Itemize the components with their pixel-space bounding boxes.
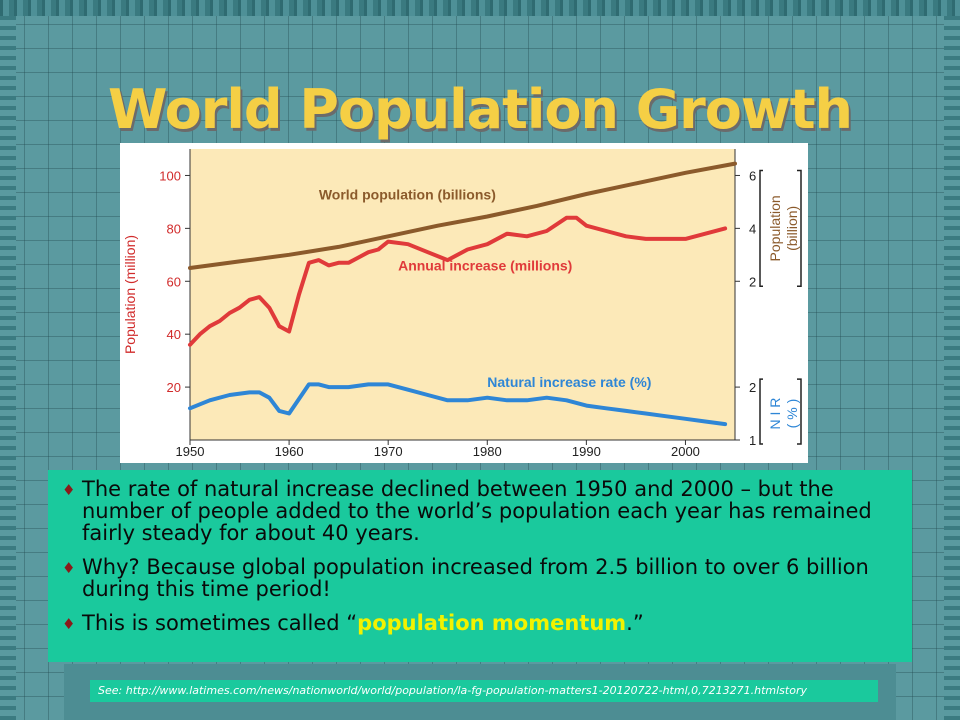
natural-increase-rate-line — [188, 382, 728, 427]
bullet-highlight: population momentum — [357, 611, 627, 635]
diamond-bullet-icon: ♦ — [62, 559, 76, 577]
x-tick-label: 1950 — [176, 444, 205, 459]
x-tick-label: 1980 — [473, 444, 502, 459]
left-rail — [0, 16, 16, 720]
source-footer: See: http://www.latimes.com/news/nationw… — [90, 680, 878, 702]
left-tick-label: 80 — [167, 221, 181, 236]
world-population-label: World population (billions) — [319, 186, 496, 202]
bullet-box: ♦ The rate of natural increase declined … — [48, 470, 912, 662]
right-top-tick-label: 2 — [749, 274, 756, 289]
left-tick-label: 20 — [167, 380, 181, 395]
annual-increase-line — [188, 215, 728, 347]
diamond-bullet-icon: ♦ — [62, 481, 76, 499]
natural-increase-rate-label: Natural increase rate (%) — [487, 374, 651, 390]
left-tick-label: 60 — [167, 274, 181, 289]
bullet-list: ♦ The rate of natural increase declined … — [48, 470, 912, 634]
x-tick-label: 1970 — [374, 444, 403, 459]
slide-title: World Population Growth — [108, 78, 853, 141]
bullet-text-3-pre: This is sometimes called “ — [82, 611, 358, 635]
plot-area — [190, 149, 735, 440]
right-top-axis-label-2: (billion) — [784, 206, 800, 251]
top-border — [0, 0, 960, 16]
right-top-tick-label: 4 — [749, 221, 756, 236]
population-chart: 1950 1960 1970 1980 1990 2000 20 40 60 80 100 Popul… — [120, 143, 808, 463]
annual-increase-label: Annual increase (millions) — [398, 258, 572, 274]
right-bottom-axis-label-1: N I R — [767, 398, 783, 430]
bracket-right-bottom — [797, 378, 802, 445]
bracket-left-top — [759, 169, 763, 288]
right-top-tick-label: 6 — [749, 168, 756, 183]
chart-svg: 1950 1960 1970 1980 1990 2000 20 40 60 80 100 Popul… — [122, 149, 802, 459]
bullet-text-2: Why? Because global population increased… — [82, 555, 869, 601]
bracket-right-top — [797, 169, 802, 288]
world-population-line — [188, 161, 737, 270]
x-tick-label: 2000 — [671, 444, 700, 459]
right-bottom-axis-label-2: ( % ) — [784, 399, 800, 429]
diamond-bullet-icon: ♦ — [62, 615, 76, 633]
left-tick-label: 100 — [159, 168, 181, 183]
right-rail — [944, 16, 960, 720]
right-top-axis-label-1: Population — [767, 195, 783, 261]
right-bottom-tick-label: 2 — [749, 380, 756, 395]
bullet-item-2: ♦ Why? Because global population increas… — [62, 556, 888, 600]
right-bottom-tick-label: 1 — [749, 433, 756, 448]
bullet-item-3: ♦ This is sometimes called “population m… — [62, 612, 888, 634]
x-tick-label: 1990 — [572, 444, 601, 459]
bullet-item-1: ♦ The rate of natural increase declined … — [62, 478, 888, 544]
left-axis-label: Population (million) — [122, 235, 138, 354]
left-tick-label: 40 — [167, 327, 181, 342]
bullet-text-3-post: .” — [626, 611, 644, 635]
bracket-left-bottom — [759, 378, 763, 445]
bullet-text-1: The rate of natural increase declined be… — [82, 477, 872, 545]
x-tick-label: 1960 — [275, 444, 304, 459]
